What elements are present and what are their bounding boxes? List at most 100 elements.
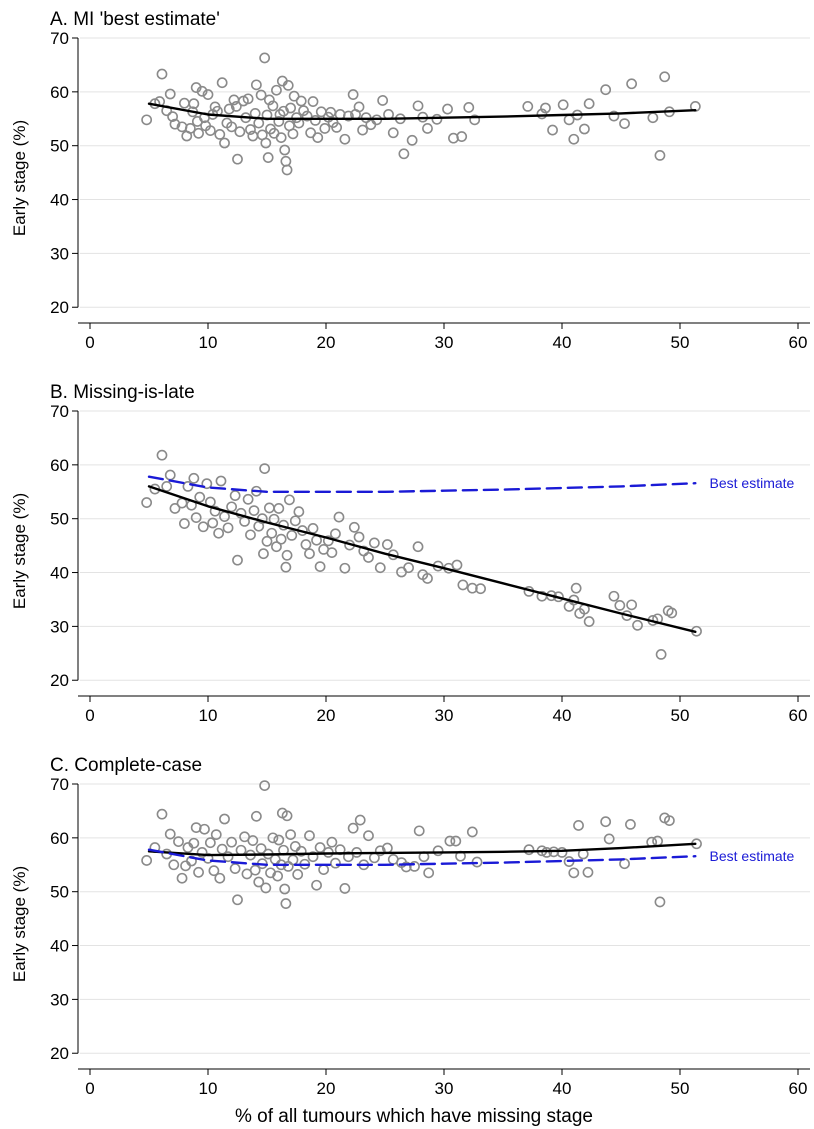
data-point (300, 539, 312, 550)
data-point (287, 128, 299, 140)
panel-1: 20 30 40 50 60 70 0 10 20 30 40 50 60 B. Missing-is-l… (10, 382, 810, 725)
data-point (235, 844, 247, 856)
data-point (275, 132, 287, 144)
data-point (563, 601, 575, 612)
data-point (141, 114, 153, 126)
data-point (230, 100, 242, 112)
data-point (457, 579, 469, 591)
data-point (600, 816, 612, 828)
data-point (180, 860, 191, 872)
data-point (347, 89, 359, 100)
data-point (347, 822, 359, 834)
x-tick-label: 0 (85, 1079, 94, 1098)
data-point (654, 896, 666, 908)
data-point (272, 870, 284, 882)
data-point (222, 522, 234, 534)
x-tick-label: 0 (85, 333, 94, 352)
data-point (255, 89, 267, 101)
data-point (247, 835, 259, 846)
data-point (451, 559, 463, 571)
data-point (333, 511, 345, 523)
data-point (258, 548, 269, 560)
y-axis-title: Early stage (%) (10, 866, 29, 982)
data-point (188, 98, 200, 110)
data-point (279, 883, 291, 895)
data-point (209, 505, 221, 517)
data-point (281, 549, 293, 561)
data-point (307, 522, 319, 534)
x-tick-label: 20 (317, 706, 336, 725)
data-point (194, 491, 206, 503)
x-tick-label: 50 (671, 333, 690, 352)
data-point (226, 501, 237, 513)
x-tick-label: 50 (671, 1079, 690, 1098)
data-point (269, 853, 281, 865)
y-tick-label: 30 (50, 617, 69, 636)
data-point (286, 529, 298, 541)
best-estimate-label: Best estimate (710, 848, 795, 864)
x-tick-label: 10 (199, 706, 218, 725)
data-point (219, 137, 230, 149)
data-point (339, 883, 351, 894)
data-point (626, 599, 638, 611)
data-point (164, 828, 176, 840)
data-point (540, 102, 551, 114)
data-point (309, 114, 321, 126)
data-point (249, 864, 261, 876)
data-point (456, 131, 468, 142)
data-point (666, 607, 678, 619)
data-point (573, 820, 584, 831)
data-point (450, 835, 462, 847)
data-point (659, 71, 671, 83)
fitted-line (147, 102, 697, 121)
data-point (339, 133, 351, 145)
x-tick-label: 0 (85, 706, 94, 725)
data-point (319, 123, 331, 134)
panel-0: 20 30 40 50 60 70 0 10 20 30 40 50 60 A. MI 'best est… (10, 9, 810, 352)
data-point (403, 562, 414, 574)
data-point (632, 619, 643, 631)
data-point (326, 547, 338, 559)
data-point (583, 98, 595, 110)
data-point (654, 149, 666, 161)
data-point (184, 123, 196, 134)
data-point (287, 854, 299, 866)
data-point (353, 101, 365, 113)
data-point (197, 521, 209, 533)
data-point (196, 85, 208, 97)
y-axis-title: Early stage (%) (10, 120, 29, 236)
data-point (357, 124, 368, 136)
data-point (245, 529, 256, 541)
data-point (210, 829, 222, 841)
y-tick-label: 50 (50, 510, 69, 529)
data-point (204, 837, 216, 849)
data-point (245, 124, 256, 135)
data-point (207, 517, 219, 529)
data-point (259, 780, 271, 792)
data-point (398, 148, 410, 160)
x-tick-label: 40 (553, 333, 572, 352)
data-point (285, 102, 296, 114)
y-tick-label: 70 (50, 775, 69, 794)
y-tick-label: 40 (50, 564, 69, 583)
data-point (331, 121, 343, 133)
data-point (213, 527, 225, 539)
data-point (469, 114, 481, 126)
data-point (219, 813, 230, 825)
data-point (219, 511, 230, 522)
x-tick-label: 40 (553, 706, 572, 725)
data-point (625, 818, 636, 830)
data-point (608, 110, 620, 122)
data-point (164, 88, 176, 100)
y-tick-label: 60 (50, 829, 69, 848)
data-point (363, 830, 374, 842)
data-point (409, 860, 420, 872)
data-point (353, 531, 365, 543)
data-point (267, 100, 279, 112)
data-point (541, 846, 553, 858)
data-point (156, 808, 168, 820)
y-tick-label: 50 (50, 883, 69, 902)
data-point (568, 867, 580, 879)
data-point (193, 127, 204, 139)
data-point (242, 493, 254, 505)
